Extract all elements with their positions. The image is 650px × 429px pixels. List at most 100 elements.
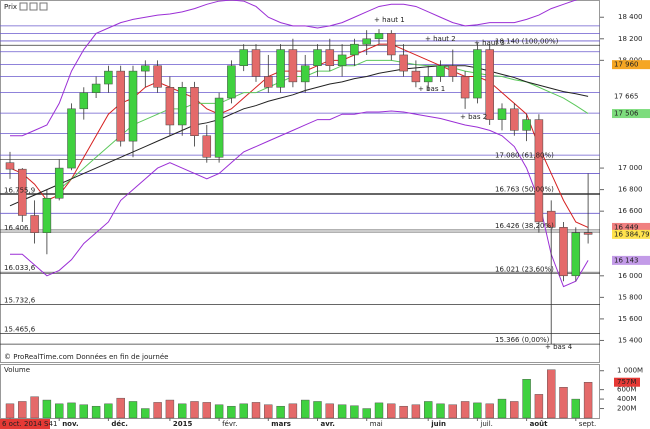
candle-body [559,227,568,277]
candle-body [165,87,175,126]
indicator-line [10,0,578,137]
volume-bar [55,403,64,419]
annotation: + bas 2 [460,113,487,121]
x-tick-label: juil. [479,420,493,428]
candle-body [264,76,273,88]
volume-bar [18,401,27,419]
candle-body [18,168,27,216]
indicator-line [58,59,589,190]
volume-bar [411,404,421,419]
y-tick-label: 600M [617,386,636,394]
candle-body [177,87,187,126]
candle-body [239,49,248,66]
fibonacci-label: 16.426 (38,20%) [495,222,554,230]
x-tick-label: févr. [222,420,237,428]
candle-body [227,65,236,99]
volume-bar [460,401,470,419]
x-tick-label: sept. [579,420,596,428]
candle-body [546,210,556,228]
level-label: 16.755,9 [4,186,35,194]
candle-body [141,65,150,72]
candle-body [436,65,445,77]
candle-body [534,119,544,223]
icon [39,2,48,11]
candle-body [583,232,593,235]
volume-bar [251,402,261,419]
price-marker-label: 17 665 [614,92,639,100]
candle-body [153,65,162,88]
candle-body [251,49,261,77]
volume-bar [497,398,507,419]
volume-bar [42,399,52,419]
candle-body [362,38,371,45]
volume-bar [424,401,433,419]
icon [29,2,38,11]
candle-body [571,232,581,277]
candle-body [460,76,470,99]
price-marker [612,60,650,70]
price-panel [0,0,600,363]
volume-bar [387,403,396,419]
indicator-line [10,110,589,288]
price-marker [612,229,650,239]
volume-bar [276,405,285,419]
volume-bar [350,405,359,419]
x-tick-label: nov. [62,420,78,428]
candle-body [91,83,101,93]
candle-body [337,54,347,66]
y-tick-label: 15 400 [618,336,643,344]
candle-body [510,108,519,131]
volume-bar [522,379,531,419]
annotation: + bas 4 [545,343,573,351]
price-marker [612,109,650,119]
volume-bar [399,405,408,419]
volume-bar [547,369,556,419]
axis-background [601,0,650,429]
fibonacci-label: 18.140 (100,00%) [495,37,559,45]
candle-body [448,65,458,77]
volume-bar [91,405,101,419]
candle-body [423,76,433,83]
candle-body [128,70,138,142]
candle-body [214,97,224,158]
volume-title: Volume [4,366,30,374]
volume-bar [116,397,125,419]
annotation: + haut 3 [474,39,505,47]
volume-bar [436,403,445,419]
volume-bar [374,402,384,419]
candle-body [276,49,285,88]
price-marker [612,222,650,232]
volume-marker [614,377,640,387]
volume-bar [534,394,544,419]
price-marker [612,255,650,265]
toolbar-icons [19,2,48,11]
volume-bar [473,402,482,419]
volume-bar [30,396,39,419]
credit: © ProRealTime.com Données en fin de jour… [4,353,168,361]
volume-bar [153,402,162,419]
volume-bar [190,401,199,419]
volume-bar [128,401,138,419]
y-tick-label: 15 800 [618,293,643,301]
y-tick-label: 1 000M [617,367,643,375]
annotation: + haut 2 [425,35,456,43]
volume-bar [227,405,236,419]
price-marker-label: 17 960 [614,61,639,69]
volume-bar [571,398,580,419]
candle-body [350,43,359,56]
volume-bar [337,404,347,419]
y-tick-label: 16 000 [618,272,643,280]
volume-panel [0,364,600,419]
volume-bar [5,403,15,419]
fibonacci-label: 16.021 (23,60%) [495,266,554,274]
volume-bar [79,404,89,419]
price-marker [612,91,650,101]
volume-bar [325,403,334,419]
volume-bar [264,404,273,419]
candle-body [67,108,76,169]
volume-bar [177,403,187,419]
volume-bar [67,402,76,419]
candle-body [190,87,199,137]
candle-body [522,119,531,131]
y-tick-label: 17 000 [618,164,643,172]
